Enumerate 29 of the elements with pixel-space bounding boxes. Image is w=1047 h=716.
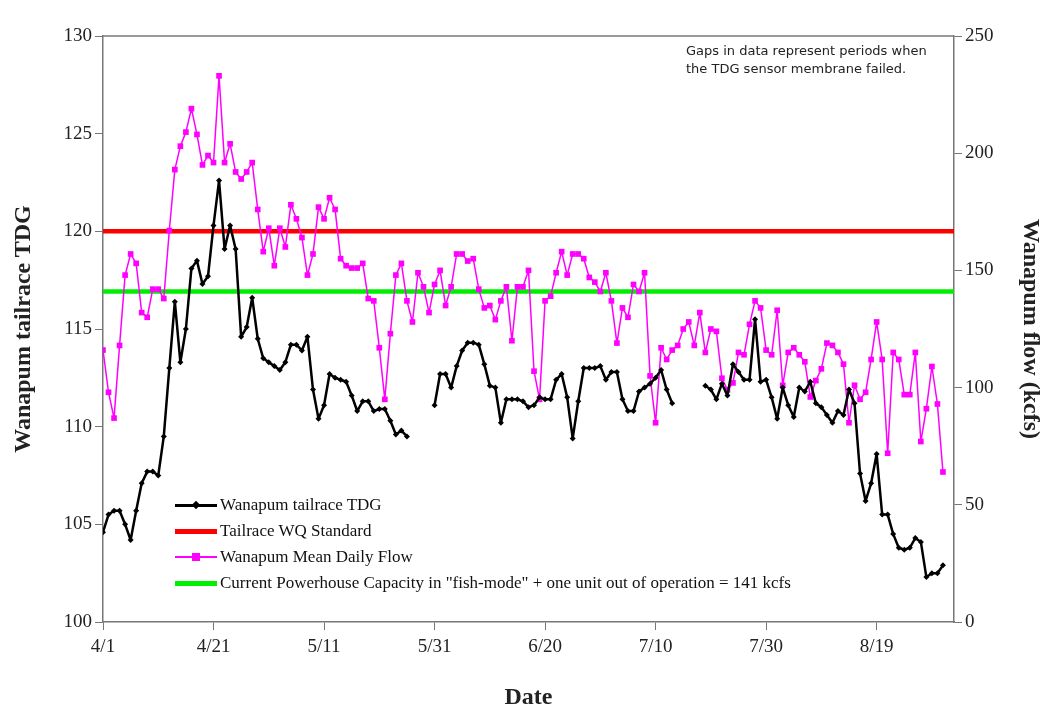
x-tick-label: 7/30 [749, 635, 784, 657]
x-tick-label: 4/1 [90, 635, 116, 657]
y2-tick-label: 0 [965, 609, 975, 631]
y2-axis-title: Wanapum flow (kcfs) [1019, 218, 1046, 440]
y-axis-title: Wanapum tailrace TDG [8, 204, 35, 453]
y-tick-label: 100 [63, 609, 92, 631]
legend-label: Wanapum tailrace TDG [220, 494, 382, 516]
y-tick-label: 130 [63, 23, 92, 45]
legend-label: Current Powerhouse Capacity in "fish-mode" + one unit out of operation = 141 kcfs [220, 572, 791, 594]
y2-tick-label: 100 [965, 375, 994, 397]
legend-label: Tailrace WQ Standard [220, 520, 372, 542]
y-tick-label: 115 [64, 316, 92, 338]
x-tick-label: 6/20 [528, 635, 562, 657]
y2-tick-label: 250 [965, 23, 994, 45]
x-axis-title: Date [504, 682, 553, 709]
x-tick-label: 4/21 [196, 635, 231, 657]
y2-tick-label: 50 [965, 492, 984, 514]
x-tick-label: 5/11 [307, 635, 341, 657]
y-tick-label: 125 [63, 121, 92, 143]
y2-tick-label: 200 [965, 141, 994, 163]
x-tick-label: 8/19 [859, 635, 894, 657]
y2-tick-label: 150 [965, 258, 994, 280]
legend-label: Wanapum Mean Daily Flow [220, 546, 413, 568]
x-tick-label: 5/31 [417, 635, 452, 657]
y-tick-label: 120 [63, 219, 92, 241]
x-tick-label: 7/10 [638, 635, 673, 657]
y-tick-label: 110 [64, 414, 92, 436]
y-tick-label: 105 [63, 512, 92, 534]
annotation: Gaps in data represent periods when the TDG sensor membrane failed. [686, 42, 928, 78]
